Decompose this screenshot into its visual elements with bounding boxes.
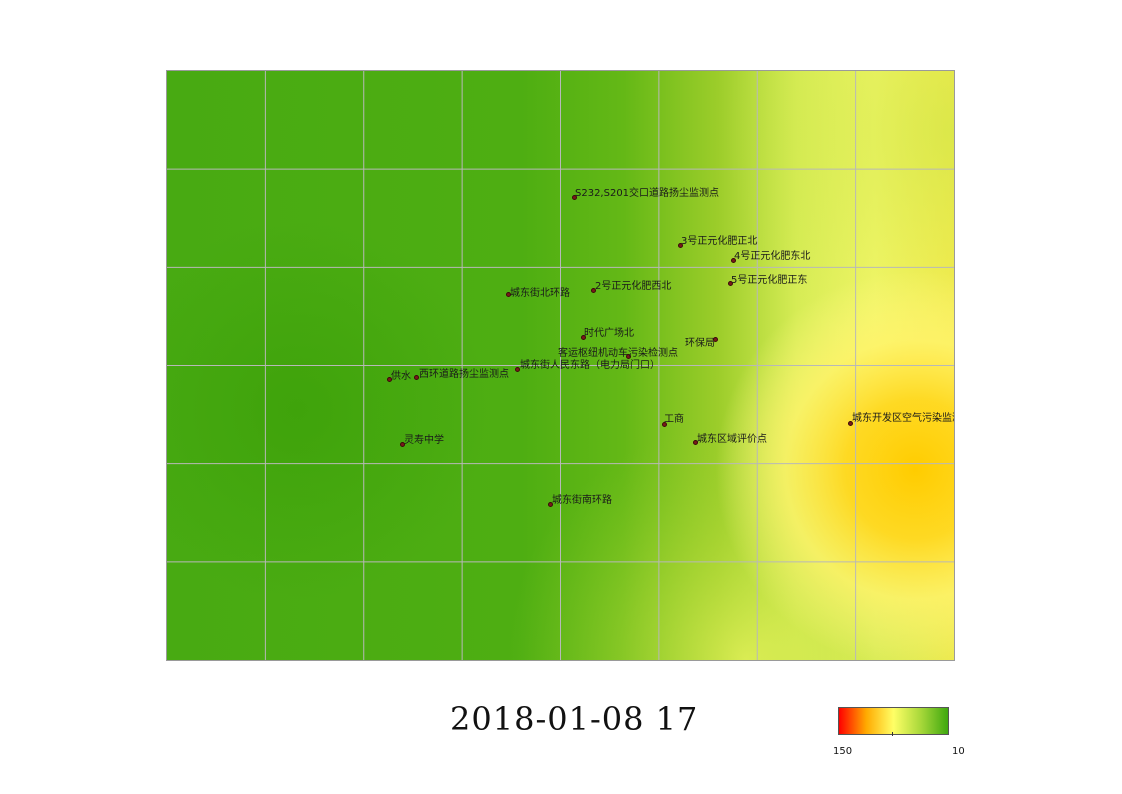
station-dot-icon[interactable]	[693, 440, 698, 445]
station-dot-icon[interactable]	[387, 377, 392, 382]
station-dot-icon[interactable]	[515, 367, 520, 372]
station-label: S232,S201交口道路扬尘监测点	[575, 188, 720, 199]
station-dot-icon[interactable]	[731, 258, 736, 263]
station-dot-icon[interactable]	[548, 502, 553, 507]
station-label: 供水	[391, 371, 411, 382]
map-grid	[167, 71, 954, 660]
station-dot-icon[interactable]	[662, 422, 667, 427]
station-label: 城东开发区空气污染监测点	[852, 413, 954, 424]
station-dot-icon[interactable]	[678, 243, 683, 248]
legend-min-label: 10	[952, 746, 965, 757]
station-label: 城东街南环路	[552, 495, 612, 506]
station-dot-icon[interactable]	[591, 288, 596, 293]
heatmap-surface	[167, 71, 954, 660]
station-label: 客运枢纽机动车污染检测点	[558, 348, 678, 359]
station-label: 2号正元化肥西北	[595, 281, 672, 292]
station-dot-icon[interactable]	[400, 442, 405, 447]
station-dot-icon[interactable]	[581, 335, 586, 340]
station-label: 灵寿中学	[404, 435, 444, 446]
station-dot-icon[interactable]	[848, 421, 853, 426]
legend-mid-tick	[892, 732, 893, 736]
station-label: 时代广场北	[584, 328, 634, 339]
legend-max-label: 150	[833, 746, 853, 757]
timestamp-label: 2018-01-08 17	[450, 700, 699, 738]
station-label: 城东街北环路	[510, 288, 570, 299]
interpolation-map: S232,S201交口道路扬尘监测点 3号正元化肥正北 4号正元化肥东北城东街北环路…	[166, 70, 955, 661]
station-label: 城东区域评价点	[697, 434, 767, 445]
station-dot-icon[interactable]	[572, 195, 577, 200]
station-dot-icon[interactable]	[728, 281, 733, 286]
color-scale-bar	[838, 707, 949, 735]
station-label: 工商	[664, 414, 684, 425]
station-label: 环保局	[685, 338, 715, 349]
station-label: 4号正元化肥东北	[734, 251, 811, 262]
station-dot-icon[interactable]	[414, 375, 419, 380]
station-label: 城东街人民东路（电力局门口）	[520, 360, 660, 371]
station-label: 5号正元化肥正东	[731, 275, 808, 286]
station-label: 3号正元化肥正北	[681, 236, 758, 247]
station-label: 西环道路扬尘监测点	[419, 369, 509, 380]
station-dot-icon[interactable]	[626, 354, 631, 359]
station-dot-icon[interactable]	[713, 337, 718, 342]
station-dot-icon[interactable]	[506, 292, 511, 297]
